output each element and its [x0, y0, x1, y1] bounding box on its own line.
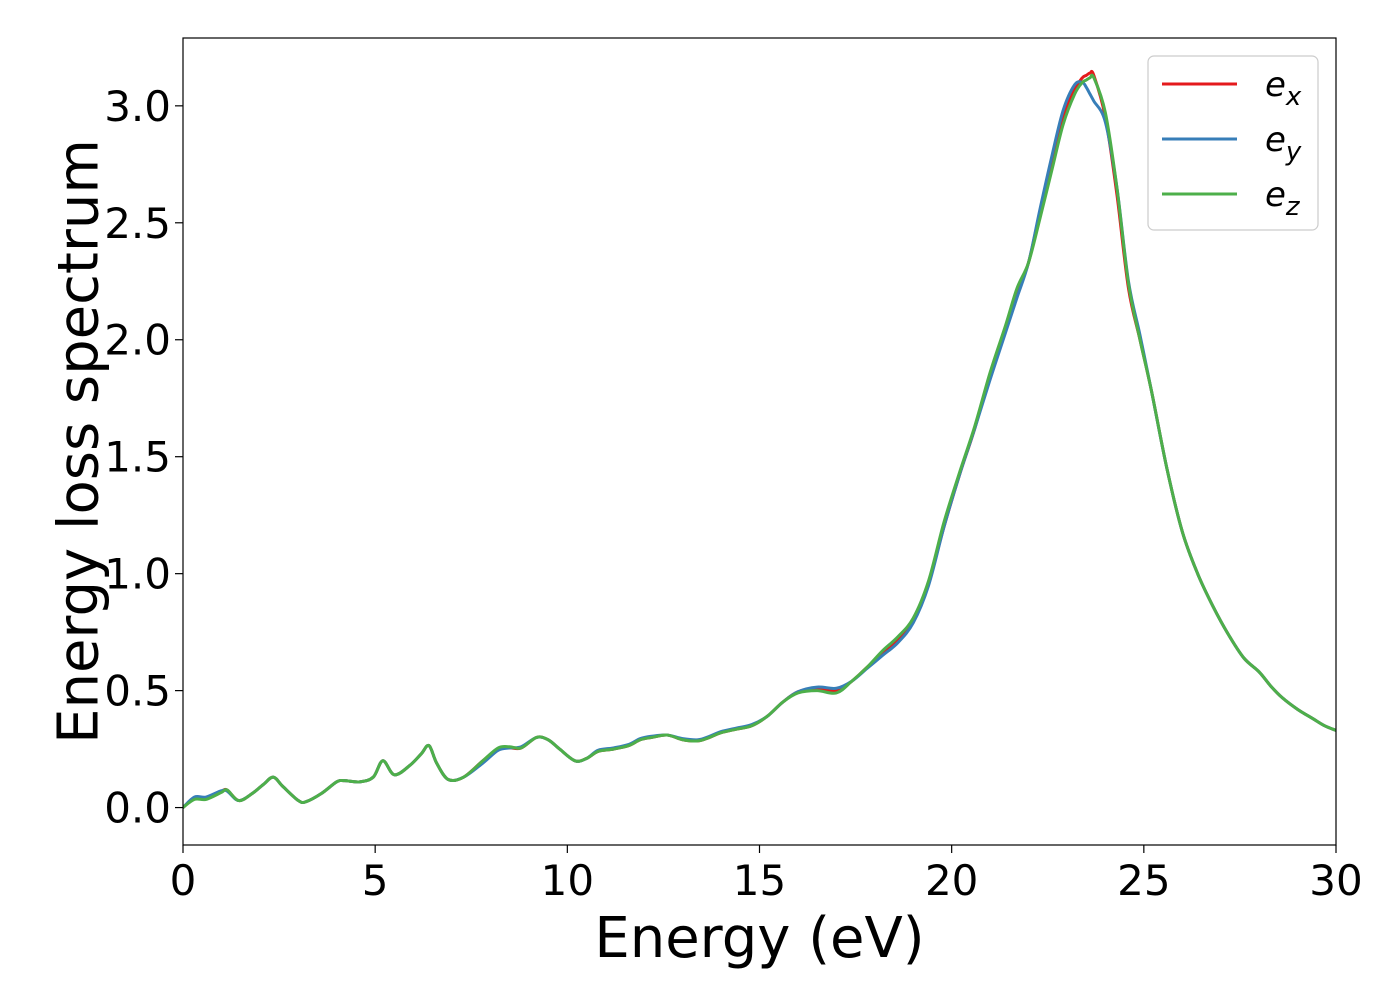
legend-label-e-x: ex	[1265, 65, 1302, 112]
legend-items: ex ey ez	[1162, 65, 1302, 222]
series-line-e-z	[183, 73, 1336, 810]
x-tick-label: 10	[541, 856, 594, 905]
y-tick-label: 3.0	[104, 82, 171, 131]
y-tick-label: 2.0	[104, 316, 171, 365]
series-layer	[183, 69, 1336, 810]
x-axis-label: Energy (eV)	[594, 906, 924, 971]
y-tick-label: 2.5	[104, 199, 171, 248]
y-tick-label: 1.0	[104, 550, 171, 599]
x-tick-label: 5	[362, 856, 389, 905]
legend-label-e-z: ez	[1265, 175, 1301, 222]
y-tick-label: 0.0	[104, 784, 171, 833]
x-axis-ticks: 0 5 10 15 20 25 30	[170, 845, 1363, 905]
x-tick-label: 0	[170, 856, 197, 905]
x-tick-label: 25	[1117, 856, 1170, 905]
y-axis-ticks: 0.0 0.5 1.0 1.5 2.0 2.5 3.0	[104, 82, 183, 833]
x-tick-label: 15	[733, 856, 786, 905]
legend-label-e-y: ey	[1265, 120, 1302, 167]
x-tick-label: 30	[1309, 856, 1362, 905]
y-tick-label: 1.5	[104, 433, 171, 482]
legend-box	[1147, 55, 1319, 231]
legend: ex ey ez	[1147, 55, 1319, 231]
y-axis-label: Energy loss spectrum	[47, 139, 112, 744]
y-tick-label: 0.5	[104, 667, 171, 716]
x-tick-label: 20	[925, 856, 978, 905]
